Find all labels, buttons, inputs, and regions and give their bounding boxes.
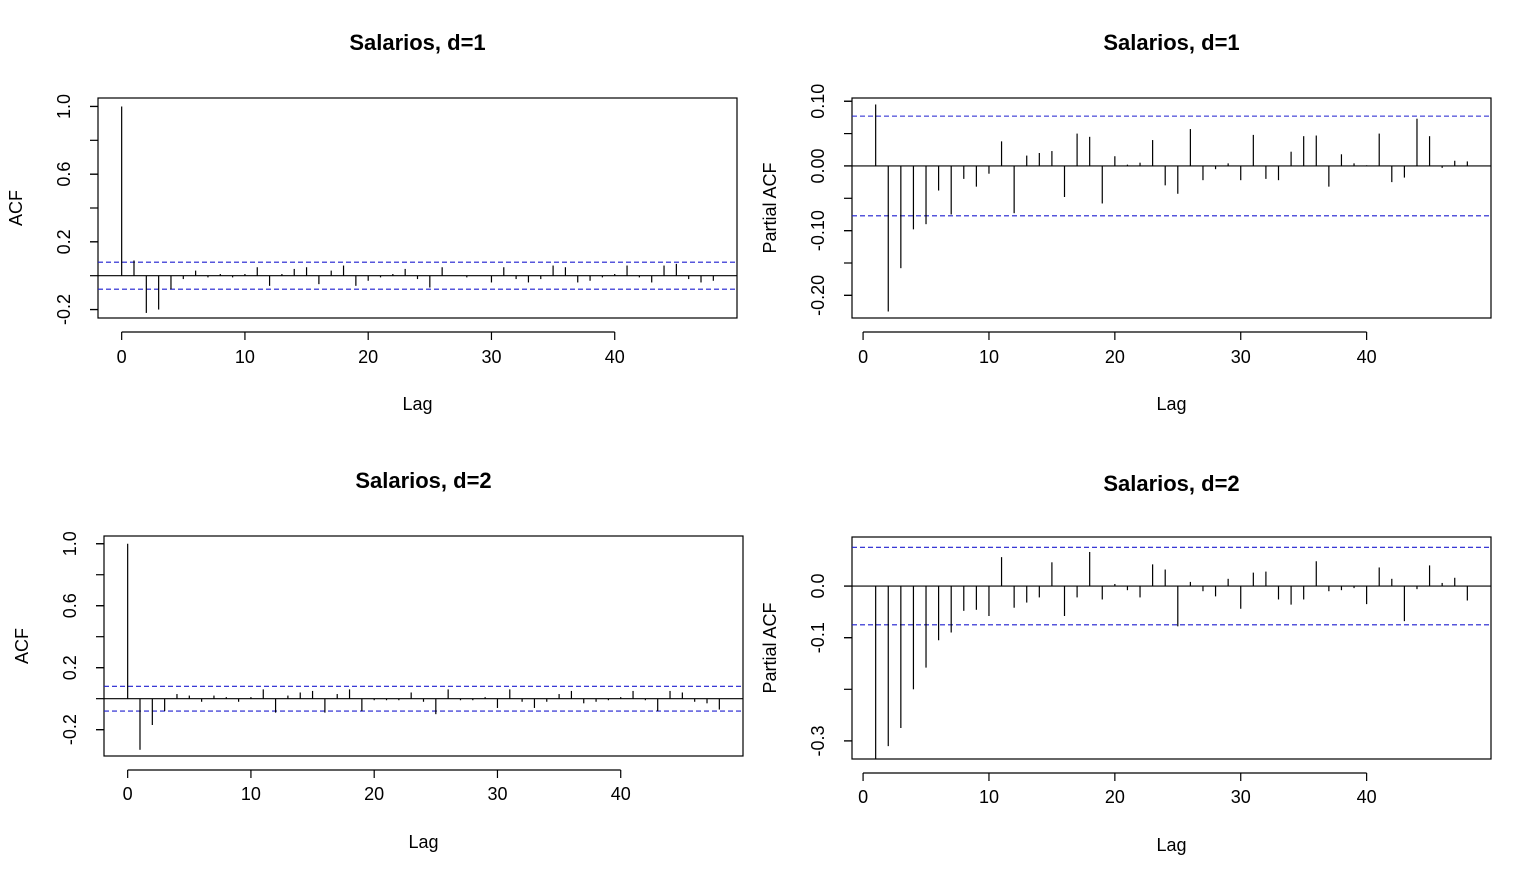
x-axis-label: Lag: [1156, 835, 1186, 855]
chart-title: Salarios, d=1: [349, 30, 485, 55]
x-tick-label: 10: [979, 787, 999, 807]
y-axis-label: Partial ACF: [760, 602, 780, 693]
chart-panel-1: 0 10 20 30 40 -0.2 0.2 0.6 1.0 Salarios, d=1 Lag AC…: [6, 30, 738, 414]
x-tick-label: 30: [487, 784, 507, 804]
x-tick-label: 20: [1105, 347, 1125, 367]
x-tick-label: 20: [1105, 787, 1125, 807]
x-axis-label: Lag: [408, 832, 438, 852]
x-tick-label: 30: [1231, 787, 1251, 807]
x-tick-label: 40: [611, 784, 631, 804]
plot-frame: [97, 97, 738, 319]
x-tick-label: 0: [117, 347, 127, 367]
chart-panel-3: 0 10 20 30 40 -0.2 0.2 0.6 1.0 Salarios, d=2 Lag AC…: [12, 468, 744, 852]
x-tick-label: 40: [1357, 787, 1377, 807]
y-tick-label: -0.20: [808, 275, 828, 316]
y-tick-label: 0.6: [54, 162, 74, 187]
y-tick-label: -0.3: [808, 725, 828, 756]
y-tick-label: -0.10: [808, 210, 828, 251]
y-tick-label: -0.1: [808, 622, 828, 653]
chart-title: Salarios, d=1: [1103, 30, 1239, 55]
y-axis-label: ACF: [6, 190, 26, 226]
x-tick-label: 40: [1357, 347, 1377, 367]
plot-frame: [851, 536, 1492, 760]
x-tick-label: 0: [123, 784, 133, 804]
chart-panel-2: 0 10 20 30 40 -0.20 -0.10 0.00 0.10 Salarios, d=1…: [760, 30, 1492, 414]
y-tick-label: 0.10: [808, 84, 828, 119]
y-tick-label: 1.0: [54, 94, 74, 119]
x-axis-label: Lag: [402, 394, 432, 414]
x-tick-label: 20: [364, 784, 384, 804]
x-tick-label: 20: [358, 347, 378, 367]
chart-title: Salarios, d=2: [355, 468, 491, 493]
plot-frame: [851, 97, 1492, 319]
y-axis-label: Partial ACF: [760, 162, 780, 253]
x-tick-label: 30: [481, 347, 501, 367]
x-tick-label: 0: [858, 787, 868, 807]
x-tick-label: 10: [235, 347, 255, 367]
y-tick-label: 0.2: [54, 229, 74, 254]
x-axis-label: Lag: [1156, 394, 1186, 414]
y-tick-label: 0.00: [808, 148, 828, 183]
y-axis-label: ACF: [12, 628, 32, 664]
plot-frame: [103, 535, 744, 757]
y-tick-label: 1.0: [60, 531, 80, 556]
chart-title: Salarios, d=2: [1103, 471, 1239, 496]
x-tick-label: 30: [1231, 347, 1251, 367]
x-tick-label: 10: [241, 784, 261, 804]
y-tick-label: -0.2: [54, 294, 74, 325]
y-tick-label: -0.2: [60, 714, 80, 745]
y-tick-label: 0.6: [60, 593, 80, 618]
chart-panel-4: 0 10 20 30 40 -0.3 -0.1 0.0 Salarios, d=2 Lag Part…: [760, 471, 1492, 855]
y-tick-label: 0.0: [808, 574, 828, 599]
x-tick-label: 0: [858, 347, 868, 367]
y-tick-label: 0.2: [60, 655, 80, 680]
x-tick-label: 10: [979, 347, 999, 367]
x-tick-label: 40: [605, 347, 625, 367]
